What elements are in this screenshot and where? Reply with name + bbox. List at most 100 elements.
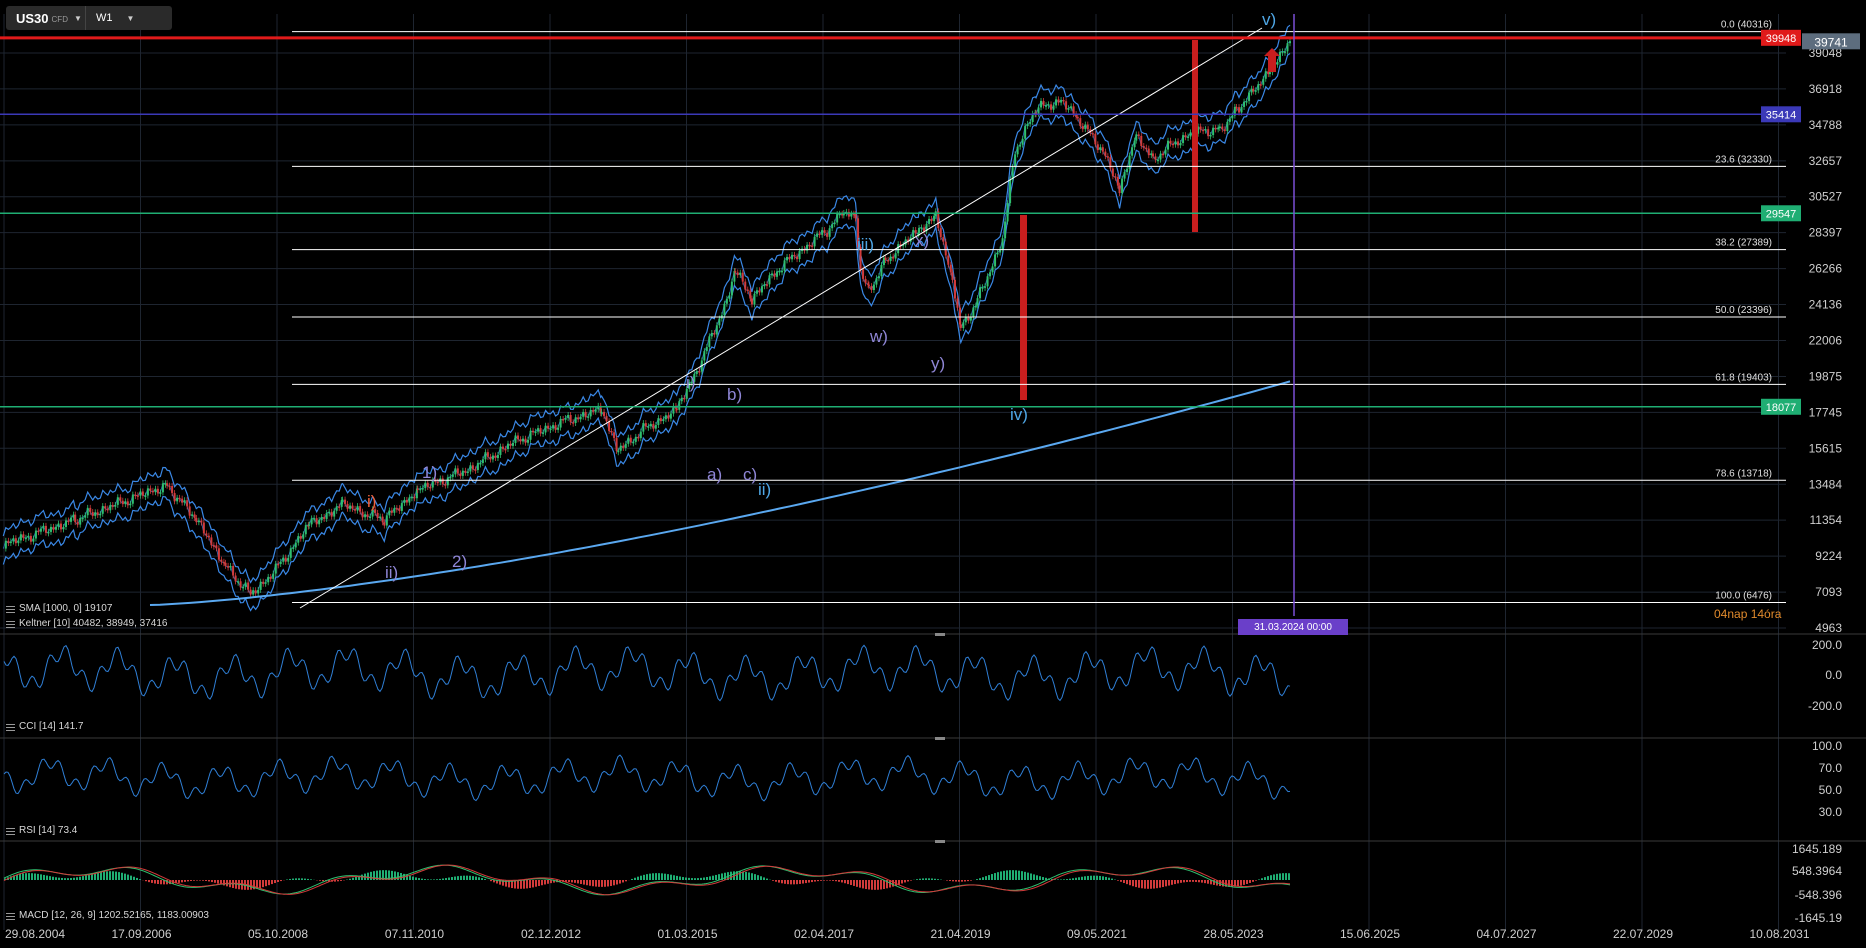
candle-body (313, 518, 316, 520)
macd-histogram-bar (481, 878, 483, 880)
macd-histogram-bar (460, 875, 462, 880)
candle-body (949, 264, 952, 273)
macd-histogram-bar (1204, 880, 1206, 884)
timeframe-selector[interactable]: W1 ▼ (86, 6, 142, 30)
menu-icon[interactable] (6, 723, 15, 731)
macd-histogram-bar (751, 873, 753, 880)
candle-body (114, 504, 117, 507)
candle-body (953, 279, 956, 299)
candle-body (1164, 149, 1167, 155)
macd-histogram-bar (280, 880, 282, 882)
candle-body (1233, 106, 1236, 116)
macd-histogram-bar (1255, 880, 1257, 881)
time-tick-label: 05.10.2008 (248, 927, 308, 941)
macd-histogram-bar (208, 880, 210, 882)
cci-legend[interactable]: CCI [14] 141.7 (6, 721, 83, 732)
macd-histogram-bar (895, 880, 897, 886)
candle-body (552, 425, 555, 429)
macd-histogram-bar (982, 877, 984, 880)
rsi-legend[interactable]: RSI [14] 73.4 (6, 825, 77, 836)
candle-body (904, 239, 907, 245)
macd-legend[interactable]: MACD [12, 26, 9] 1202.52165, 1183.00903 (6, 910, 209, 921)
candle-body (1121, 178, 1124, 194)
symbol-selector[interactable]: US30 CFD ▼ (6, 6, 86, 30)
candle-body (958, 307, 961, 325)
sma-legend[interactable]: SMA [1000, 0] 19107 (6, 603, 112, 614)
candle-body (346, 503, 349, 509)
candle-body (272, 573, 275, 579)
macd-histogram-bar (73, 877, 75, 880)
menu-icon[interactable] (6, 912, 15, 920)
candle-body (806, 245, 809, 251)
candle-body (1126, 168, 1129, 173)
candle-body (984, 286, 987, 288)
candle-body (1154, 156, 1157, 160)
candle-body (991, 266, 994, 273)
macd-histogram-bar (445, 878, 447, 880)
macd-histogram-bar (187, 880, 189, 882)
macd-histogram-bar (193, 880, 195, 881)
candle-body (356, 506, 359, 511)
macd-histogram-bar (439, 878, 441, 880)
macd-histogram-bar (397, 872, 399, 880)
candle-body (608, 421, 611, 432)
candle-body (870, 286, 873, 291)
macd-histogram-bar (856, 880, 858, 887)
candle-body (1067, 108, 1070, 110)
macd-histogram-bar (820, 880, 822, 881)
macd-histogram-bar (967, 880, 969, 882)
candle-body (1150, 153, 1153, 156)
sma-line (149, 380, 1291, 606)
menu-icon[interactable] (6, 827, 15, 835)
price-tick-label: 28397 (1809, 226, 1843, 240)
time-tick-label: 17.09.2006 (111, 927, 171, 941)
candle-body (27, 535, 30, 538)
candle-body (690, 381, 693, 384)
candle-body (156, 488, 159, 494)
macd-histogram-bar (985, 876, 987, 880)
candle-body (434, 480, 437, 482)
macd-histogram-bar (577, 880, 579, 884)
candle-body (1106, 156, 1109, 158)
macd-histogram-bar (706, 876, 708, 880)
candle-body (567, 415, 570, 419)
price-tick-label: 7093 (1815, 585, 1842, 599)
macd-histogram-bar (754, 874, 756, 880)
candle-body (1114, 176, 1117, 178)
macd-histogram-bar (295, 878, 297, 880)
price-tick-label: 22006 (1809, 333, 1843, 347)
cci-line (3, 644, 1291, 702)
candle-body (889, 256, 892, 261)
candle-body (282, 557, 285, 562)
macd-histogram-bar (883, 880, 885, 889)
menu-icon[interactable] (6, 605, 15, 613)
candle-body (1286, 43, 1289, 52)
keltner-legend[interactable]: Keltner [10] 40482, 38949, 37416 (6, 618, 167, 629)
macd-histogram-bar (673, 875, 675, 880)
pane-tick-label: -1645.19 (1795, 911, 1843, 925)
candle-body (436, 481, 439, 484)
candle-body (24, 537, 27, 540)
macd-histogram-bar (640, 875, 642, 880)
candle-body (1209, 135, 1212, 137)
menu-icon[interactable] (6, 620, 15, 628)
candle-body (899, 244, 902, 247)
candle-body (388, 510, 391, 516)
macd-histogram-bar (667, 874, 669, 880)
candle-body (986, 276, 989, 287)
candle-body (770, 273, 773, 276)
candle-body (89, 507, 92, 513)
macd-histogram-bar (433, 879, 435, 880)
macd-histogram-bar (367, 872, 369, 880)
candle-body (831, 224, 834, 229)
candle-body (544, 425, 547, 433)
candle-body (880, 265, 883, 277)
price-tick-label: 15615 (1809, 441, 1843, 455)
level-price-label: 35414 (1766, 109, 1797, 121)
candle-body (499, 446, 502, 455)
candle-body (763, 284, 766, 287)
candle-body (323, 517, 326, 519)
macd-histogram-bar (808, 880, 810, 883)
candle-body (582, 412, 585, 417)
